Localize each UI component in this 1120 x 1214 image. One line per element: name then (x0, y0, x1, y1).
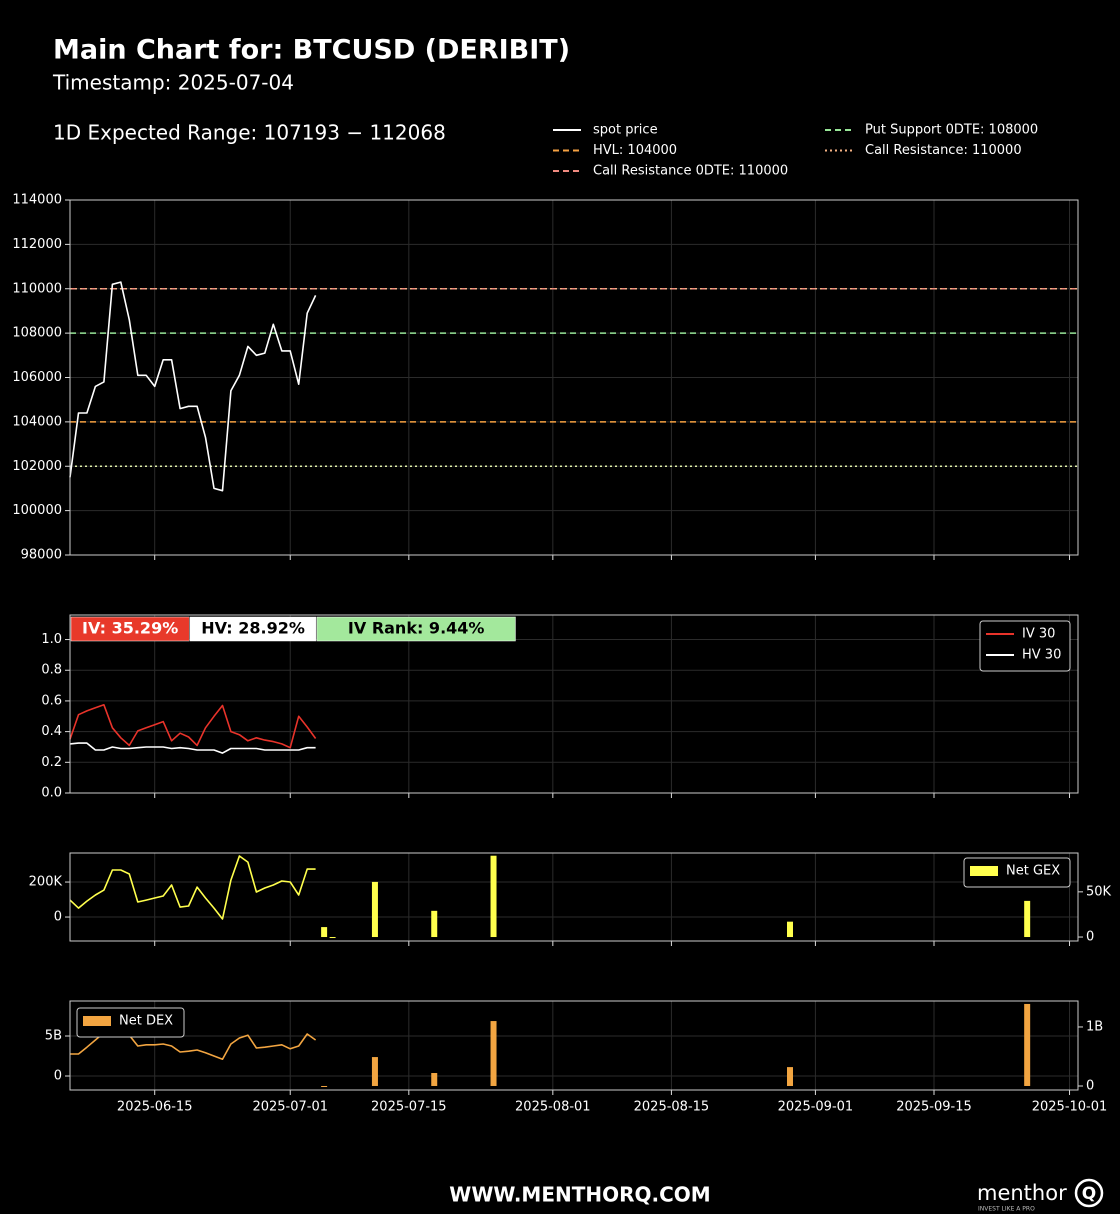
bar (787, 921, 793, 938)
legend-label: spot price (593, 123, 658, 138)
subtitle: Timestamp: 2025-07-04 (52, 71, 294, 95)
legend-label: IV 30 (1022, 627, 1055, 642)
x-tick-label: 2025-08-01 (515, 1100, 591, 1115)
legend-swatch (970, 866, 998, 876)
y2-tick-label: 0 (1086, 930, 1094, 945)
y2-tick-label: 1B (1086, 1019, 1103, 1034)
y-tick-label: 100000 (12, 503, 62, 518)
series-line (69, 281, 317, 492)
bar (431, 910, 438, 938)
y-tick-label: 0.0 (41, 786, 62, 801)
legend-label: HVL: 104000 (593, 143, 677, 158)
y2-tick-label: 0 (1086, 1078, 1094, 1093)
x-tick-label: 2025-07-15 (371, 1100, 447, 1115)
bar (371, 881, 378, 938)
series-line (69, 855, 316, 920)
y-tick-label: 98000 (21, 548, 62, 563)
x-tick-label: 2025-08-15 (634, 1100, 710, 1115)
y-tick-label: 114000 (12, 193, 62, 208)
expected-range: 1D Expected Range: 107193 − 112068 (53, 121, 446, 145)
bar (321, 927, 328, 938)
bar (1024, 1003, 1031, 1086)
y2-tick-label: 50K (1086, 884, 1112, 899)
bar (371, 1057, 378, 1086)
y-tick-label: 104000 (12, 414, 62, 429)
legend-label: Call Resistance: 110000 (865, 143, 1022, 158)
badge (316, 616, 516, 642)
y-tick-label: 1.0 (41, 632, 62, 647)
bar (787, 1067, 793, 1086)
y-tick-label: 0.6 (41, 693, 62, 708)
series-line (69, 704, 317, 749)
badge (70, 616, 190, 642)
plot-frame (69, 1000, 1079, 1091)
series-line (69, 742, 316, 754)
plot-frame (69, 199, 1079, 556)
chart-title: Main Chart for: BTCUSD (DERIBIT) (53, 35, 570, 66)
bar (321, 1085, 328, 1087)
y-tick-label: 0 (54, 910, 62, 925)
badge-text: HV: 28.92% (201, 619, 305, 638)
bar (431, 1073, 438, 1086)
legend-label: Put Support 0DTE: 108000 (865, 123, 1038, 138)
y-tick-label: 0.8 (41, 663, 62, 678)
legend-box (963, 857, 1071, 888)
x-tick-label: 2025-09-15 (896, 1100, 972, 1115)
y-tick-label: 200K (29, 875, 63, 890)
plot-frame (69, 614, 1079, 794)
legend-swatch (83, 1016, 111, 1026)
y-tick-label: 112000 (12, 237, 62, 252)
x-tick-label: 2025-09-01 (778, 1100, 854, 1115)
y-tick-label: 0.2 (41, 755, 62, 770)
legend-box (76, 1007, 185, 1038)
bar (329, 937, 336, 939)
footer-site: WWW.MENTHORQ.COM (449, 1183, 710, 1207)
plot-frame (69, 852, 1079, 942)
x-tick-label: 2025-10-01 (1032, 1100, 1108, 1115)
y-tick-label: 108000 (12, 326, 62, 341)
x-tick-label: 2025-06-15 (117, 1100, 193, 1115)
bar (490, 855, 497, 938)
y-tick-label: 106000 (12, 370, 62, 385)
x-tick-label: 2025-07-01 (252, 1100, 328, 1115)
legend-label: Net GEX (1006, 864, 1060, 879)
y-tick-label: 5B (45, 1029, 62, 1044)
bar (1024, 900, 1031, 938)
y-tick-label: 102000 (12, 459, 62, 474)
logo-tagline: INVEST LIKE A PRO (978, 1206, 1035, 1213)
legend-label: HV 30 (1022, 648, 1061, 663)
badge-text: IV: 35.29% (82, 619, 178, 638)
badge-text: IV Rank: 9.44% (348, 619, 485, 638)
legend-label: Call Resistance 0DTE: 110000 (593, 164, 788, 179)
badge (189, 616, 317, 642)
logo-mark: Q (1082, 1184, 1096, 1204)
y-tick-label: 0.4 (41, 724, 62, 739)
y-tick-label: 0 (54, 1069, 62, 1084)
logo-text: menthor (977, 1181, 1067, 1205)
legend-label: Net DEX (119, 1014, 173, 1029)
y-tick-label: 110000 (12, 281, 62, 296)
logo-ring (1074, 1178, 1104, 1208)
bar (490, 1021, 497, 1086)
